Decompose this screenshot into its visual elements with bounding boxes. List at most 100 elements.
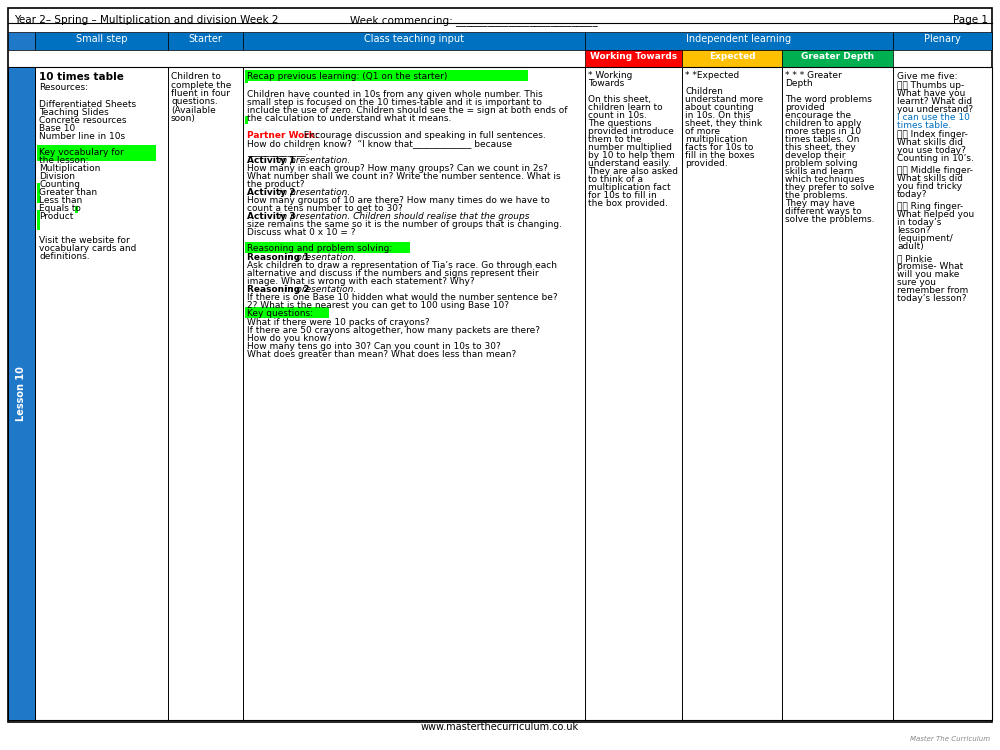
Text: Number line in 10s: Number line in 10s (39, 132, 125, 141)
Text: Concrete resources: Concrete resources (39, 116, 126, 125)
Text: Activity 2: Activity 2 (247, 188, 296, 197)
Text: questions.: questions. (171, 98, 218, 106)
Text: The word problems: The word problems (785, 95, 872, 104)
Text: for 10s to fill in: for 10s to fill in (588, 191, 657, 200)
Text: skills and learn: skills and learn (785, 167, 853, 176)
Text: On this sheet,: On this sheet, (588, 95, 651, 104)
Text: fluent in four: fluent in four (171, 89, 230, 98)
Text: What skills did: What skills did (897, 138, 963, 147)
Text: 🖕🏻 Middle finger-: 🖕🏻 Middle finger- (897, 166, 973, 175)
Text: Visit the website for: Visit the website for (39, 236, 130, 245)
Text: Starter: Starter (189, 34, 222, 44)
Bar (168, 32, 243, 50)
Text: develop their: develop their (785, 151, 846, 160)
Bar (585, 32, 893, 50)
Text: Activity 1: Activity 1 (247, 156, 296, 165)
Text: children to apply: children to apply (785, 119, 862, 128)
Text: multiplication: multiplication (685, 135, 747, 144)
Text: * Working: * Working (588, 71, 632, 80)
Text: them to the: them to the (588, 135, 642, 144)
Text: Division: Division (39, 172, 75, 181)
Text: Towards: Towards (588, 79, 624, 88)
Text: in presentation.: in presentation. (279, 156, 350, 165)
Text: vocabulary cards and: vocabulary cards and (39, 244, 136, 253)
Text: solve the problems.: solve the problems. (785, 215, 874, 224)
Text: remember from: remember from (897, 286, 968, 295)
Text: If there is one Base 10 hidden what would the number sentence be?: If there is one Base 10 hidden what woul… (247, 293, 558, 302)
Text: times table.: times table. (897, 121, 951, 130)
Text: Differentiated Sheets: Differentiated Sheets (39, 100, 136, 109)
Bar (35, 32, 168, 50)
Text: will you make: will you make (897, 270, 959, 279)
Text: count a tens number to get to 30?: count a tens number to get to 30? (247, 204, 403, 213)
Bar (75, 206, 78, 213)
Text: Give me five:: Give me five: (897, 72, 958, 81)
Text: sheet, they think: sheet, they think (685, 119, 762, 128)
Text: How do children know?  “I know that_____________ because: How do children know? “I know that______… (247, 139, 512, 148)
Text: Reasoning 2: Reasoning 2 (247, 285, 310, 294)
Text: Reasoning 1: Reasoning 1 (247, 253, 310, 262)
Text: 👆🏻 Index finger-: 👆🏻 Index finger- (897, 130, 968, 139)
Text: which techniques: which techniques (785, 175, 864, 184)
Text: you understand?: you understand? (897, 105, 973, 114)
Text: image. What is wrong with each statement? Why?: image. What is wrong with each statement… (247, 277, 475, 286)
Text: 👍🏻 Thumbs up-: 👍🏻 Thumbs up- (897, 81, 964, 90)
Bar (682, 50, 782, 67)
Bar (245, 73, 248, 83)
Text: you use today?: you use today? (897, 146, 966, 155)
Text: Discuss what 0 x 10 = ?: Discuss what 0 x 10 = ? (247, 228, 356, 237)
Text: the problems.: the problems. (785, 191, 848, 200)
Text: Resources:: Resources: (39, 83, 88, 92)
Text: the calculation to understand what it means.: the calculation to understand what it me… (247, 114, 451, 123)
Bar (8, 67, 35, 720)
Text: Week commencing: ___________________________: Week commencing: _______________________… (350, 15, 598, 26)
Text: provided introduce: provided introduce (588, 127, 674, 136)
Text: count in 10s.: count in 10s. (588, 111, 647, 120)
Text: in presentation. Children should realise that the groups: in presentation. Children should realise… (279, 212, 530, 221)
Text: * * * Greater: * * * Greater (785, 71, 842, 80)
Text: Partner Work:: Partner Work: (247, 131, 318, 140)
Text: Key questions:: Key questions: (247, 309, 313, 318)
Text: Equals to: Equals to (39, 204, 81, 213)
Text: Key vocabulary for: Key vocabulary for (39, 148, 124, 157)
Bar (893, 32, 992, 50)
Text: 2? What is the nearest you can get to 100 using Base 10?: 2? What is the nearest you can get to 10… (247, 301, 509, 310)
Text: alternative and discuss if the numbers and signs represent their: alternative and discuss if the numbers a… (247, 269, 539, 278)
Bar (245, 307, 329, 318)
Text: today?: today? (897, 190, 928, 199)
Text: Expected: Expected (709, 52, 755, 61)
Text: Multiplication: Multiplication (39, 164, 100, 173)
Text: complete the: complete the (171, 80, 231, 89)
Text: size remains the same so it is the number of groups that is changing.: size remains the same so it is the numbe… (247, 220, 562, 229)
Text: 💕 Pinkie: 💕 Pinkie (897, 254, 932, 263)
Text: Lesson 10: Lesson 10 (16, 366, 26, 421)
Text: children learn to: children learn to (588, 103, 663, 112)
Text: 10 times table: 10 times table (39, 72, 124, 82)
Text: They may have: They may have (785, 199, 855, 208)
Text: number multiplied: number multiplied (588, 143, 672, 152)
Text: Page 1: Page 1 (953, 15, 988, 25)
Text: different ways to: different ways to (785, 207, 862, 216)
Text: Small step: Small step (76, 34, 127, 44)
Text: Independent learning: Independent learning (686, 34, 792, 44)
Bar (8, 32, 35, 50)
Text: times tables. On: times tables. On (785, 135, 859, 144)
Text: Less than: Less than (39, 196, 82, 205)
Bar (782, 50, 893, 67)
Text: What have you: What have you (897, 89, 965, 98)
Text: 💍🏻 Ring finger-: 💍🏻 Ring finger- (897, 202, 963, 211)
Text: Counting in 10’s.: Counting in 10’s. (897, 154, 974, 163)
Text: small step is focused on the 10 times-table and it is important to: small step is focused on the 10 times-ta… (247, 98, 542, 107)
Text: (Available: (Available (171, 106, 216, 115)
Text: provided.: provided. (685, 159, 728, 168)
Text: The questions: The questions (588, 119, 652, 128)
Text: soon): soon) (171, 115, 196, 124)
Text: of more: of more (685, 127, 720, 136)
Text: Teaching Slides: Teaching Slides (39, 108, 109, 117)
Text: about counting: about counting (685, 103, 754, 112)
Bar (243, 32, 585, 50)
Text: to think of a: to think of a (588, 175, 643, 184)
Text: Activity 3: Activity 3 (247, 212, 296, 221)
Text: by 10 to help them: by 10 to help them (588, 151, 675, 160)
Text: They are also asked: They are also asked (588, 167, 678, 176)
